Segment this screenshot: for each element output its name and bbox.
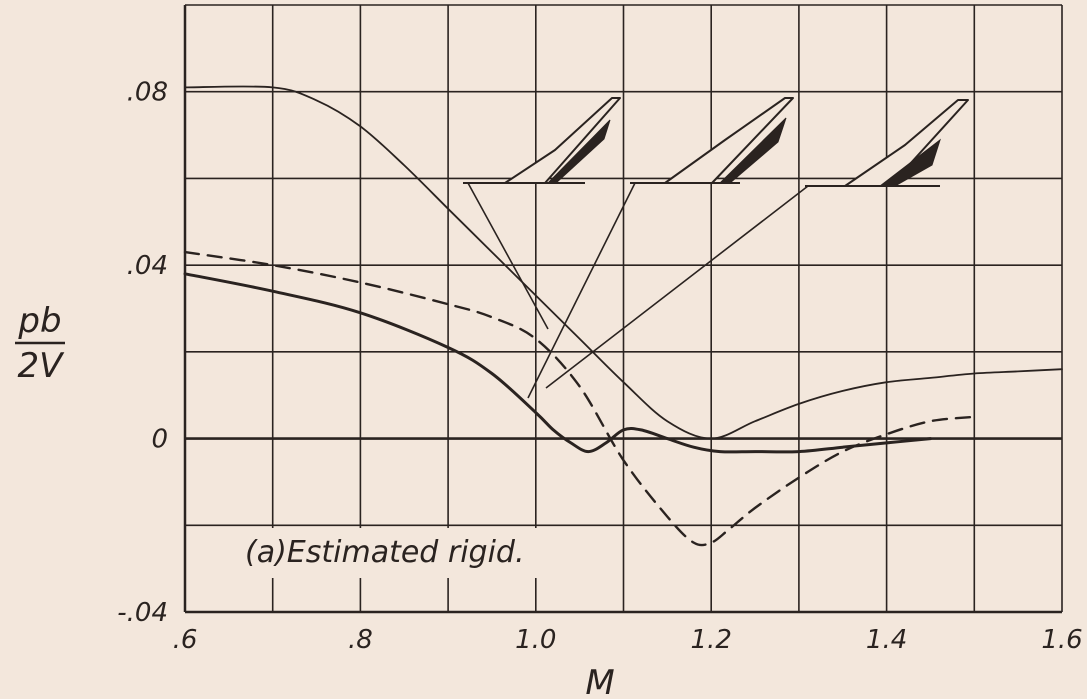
x-axis-label: M — [585, 663, 614, 699]
wing-sketch-control-surface — [718, 117, 787, 184]
wing-sketch-control-surface — [546, 119, 611, 184]
wing-sketch-leader-line — [545, 185, 809, 389]
tick-labels: .6 .8 1.0 1.2 1.4 1.6 .08 .04 0 -.04 — [117, 78, 1082, 655]
y-tick-label: .08 — [127, 78, 168, 108]
wing-sketch-outline — [504, 97, 621, 184]
x-tick-label: 1.4 — [866, 625, 907, 655]
y-tick-label: .04 — [127, 251, 168, 281]
series-line-solid-thin — [184, 85, 1063, 440]
wing-sketch-leader-line — [527, 182, 636, 399]
x-tick-label: 1.6 — [1041, 625, 1082, 655]
y-axis-label-denominator: 2V — [18, 346, 66, 386]
wing-sketch — [463, 97, 621, 330]
wing-sketch — [527, 97, 794, 399]
wing-sketch — [545, 99, 969, 389]
wing-sketch-outline — [664, 97, 794, 184]
x-tick-label: 1.0 — [515, 625, 556, 655]
series-group — [183, 85, 1063, 547]
x-tick-label: .8 — [348, 625, 373, 655]
series-line-solid-thick — [183, 272, 932, 454]
annotation-background — [232, 528, 612, 578]
y-tick-label: -.04 — [117, 598, 168, 628]
x-tick-label: .6 — [173, 625, 198, 655]
x-tick-label: 1.2 — [691, 625, 732, 655]
wing-sketch-leader-line — [467, 182, 549, 330]
series-line-dashed — [183, 250, 976, 547]
y-tick-label: 0 — [151, 425, 168, 455]
wing-sketches — [463, 97, 969, 399]
wing-sketch-control-surface — [878, 138, 941, 187]
annotation-estimated-rigid: (a)Estimated rigid. — [245, 535, 525, 570]
y-axis-label-numerator: pb — [17, 301, 61, 341]
grid — [184, 4, 1063, 613]
